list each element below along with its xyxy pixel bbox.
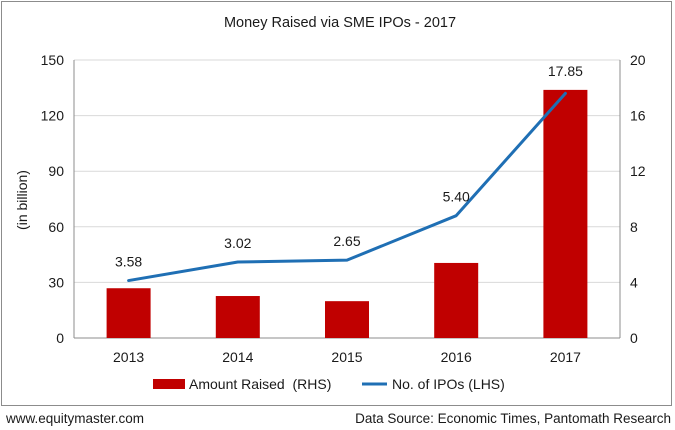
footer: www.equitymaster.com Data Source: Econom… [0, 408, 675, 430]
footer-website: www.equitymaster.com [6, 411, 145, 426]
legend-swatch-bar [153, 379, 185, 389]
left-tick-label: 120 [41, 108, 65, 124]
left-tick-label: 90 [48, 163, 64, 179]
x-tick-label: 2016 [441, 349, 472, 365]
bar-data-label: 3.58 [115, 254, 142, 270]
bar [325, 301, 369, 338]
chart-title: Money Raised via SME IPOs - 2017 [224, 15, 456, 31]
footer-data-source: Data Source: Economic Times, Pantomath R… [355, 411, 671, 426]
x-tick-label: 2015 [331, 349, 362, 365]
legend: Amount Raised (RHS) No. of IPOs (LHS) [153, 376, 505, 392]
left-tick-label: 0 [56, 330, 64, 346]
right-tick-label: 20 [630, 52, 646, 68]
legend-label-bar: Amount Raised (RHS) [189, 376, 331, 392]
right-tick-label: 12 [630, 163, 646, 179]
x-tick-labels: 2013 2014 2015 2016 2017 [113, 349, 581, 365]
legend-label-line: No. of IPOs (LHS) [392, 376, 505, 392]
line-series [127, 91, 567, 283]
bar-series [106, 89, 588, 338]
bar [106, 288, 151, 338]
bar-data-label: 3.02 [224, 235, 251, 251]
bar-data-label: 2.65 [333, 233, 360, 249]
right-tick-label: 4 [630, 274, 638, 290]
left-tick-label: 150 [41, 52, 65, 68]
left-tick-labels: 0 30 60 90 120 150 [41, 52, 65, 346]
bar [215, 296, 260, 338]
x-tick-label: 2014 [222, 349, 253, 365]
right-tick-label: 8 [630, 219, 638, 235]
right-tick-labels: 0 4 8 12 16 20 [630, 52, 646, 346]
left-tick-label: 60 [48, 219, 64, 235]
data-labels: 3.58 3.02 2.65 5.40 17.85 [115, 63, 583, 270]
y-axis-label: (in billion) [14, 170, 30, 230]
right-tick-label: 0 [630, 330, 638, 346]
bar [543, 89, 588, 338]
gridlines [74, 59, 620, 283]
bar-data-label: 5.40 [443, 189, 470, 205]
left-tick-label: 30 [48, 274, 64, 290]
combo-chart: Money Raised via SME IPOs - 2017 (in bil… [14, 15, 646, 392]
bar [434, 262, 479, 338]
line-path [127, 91, 567, 283]
x-tick-label: 2017 [550, 349, 581, 365]
x-tick-label: 2013 [113, 349, 144, 365]
bar-data-label: 17.85 [548, 63, 583, 79]
right-tick-label: 16 [630, 108, 646, 124]
axes [73, 60, 621, 339]
